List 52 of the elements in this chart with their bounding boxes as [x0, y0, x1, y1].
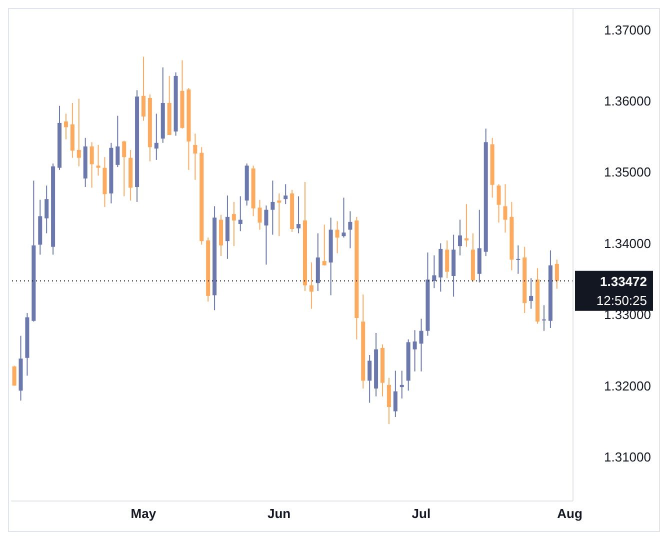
- candlestick: [542, 304, 546, 332]
- y-tick-label: 1.31000: [604, 449, 651, 464]
- candlestick: [432, 254, 436, 289]
- x-tick-label: May: [130, 506, 157, 522]
- text: 12:50:25: [596, 292, 647, 308]
- candlestick: [368, 354, 372, 404]
- candlestick: [154, 113, 158, 160]
- candlestick: [335, 220, 340, 254]
- candlestick: [96, 144, 100, 176]
- candlestick: [529, 278, 534, 310]
- y-tick-label: 1.36000: [604, 93, 651, 108]
- candlestick: [296, 196, 301, 234]
- candlestick: [393, 370, 398, 418]
- candlestick: [12, 365, 16, 386]
- candlestick: [258, 199, 262, 230]
- y-tick-label: 1.35000: [604, 164, 651, 180]
- y-tick-label: 1.37000: [604, 22, 651, 38]
- candlestick: [309, 262, 314, 310]
- candlestick: [419, 318, 424, 372]
- candlestick: [122, 140, 126, 197]
- candlestick: [516, 244, 520, 274]
- candlestick: [76, 98, 81, 167]
- y-tick-label: 1.34000: [604, 236, 651, 251]
- ref-line-label: 1.33472: [600, 274, 647, 289]
- candlestick: [348, 210, 352, 249]
- candlestick: [386, 377, 391, 425]
- candlestick: [193, 133, 198, 180]
- x-tick-label: Aug: [557, 506, 582, 522]
- x-tick-label: Jun: [268, 506, 291, 522]
- candlestick: [400, 370, 404, 399]
- candlestick: [141, 56, 146, 122]
- candlestick: [503, 184, 508, 234]
- candlestick: [322, 224, 326, 266]
- candlestick: [277, 192, 282, 237]
- candlestick: [90, 142, 94, 188]
- y-tick-label: 1.32000: [604, 378, 651, 394]
- candlestick: [412, 330, 417, 372]
- candlestick: [270, 180, 275, 236]
- candlestick: [238, 196, 242, 232]
- candlestick: [232, 201, 236, 247]
- candlestick: [284, 184, 288, 205]
- candlestick: [464, 204, 468, 248]
- candlestick: [264, 205, 268, 266]
- candlestick: [458, 219, 462, 256]
- candlestick: [44, 185, 49, 234]
- candlestick: [496, 184, 501, 224]
- candlestick: [554, 259, 559, 290]
- candlestick: [445, 240, 450, 279]
- x-tick-label: Jul: [412, 506, 431, 522]
- candlestick: [64, 113, 68, 140]
- candlestick: [342, 197, 346, 238]
- candlestick: [116, 115, 120, 168]
